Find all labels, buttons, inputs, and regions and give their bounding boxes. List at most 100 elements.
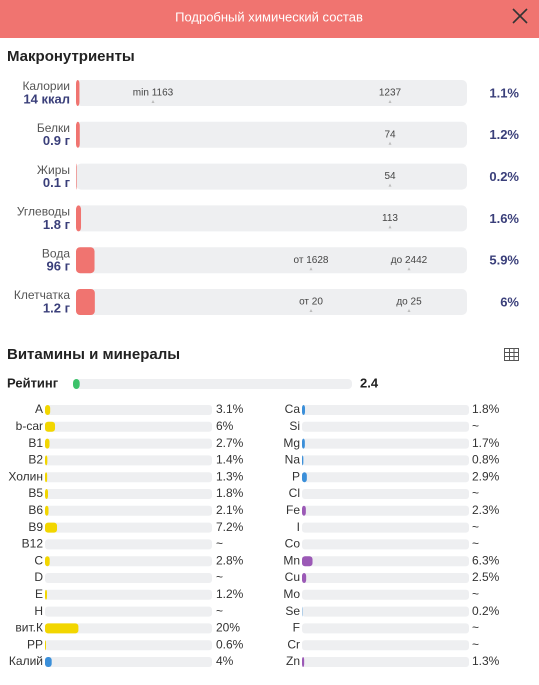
track: [45, 422, 212, 432]
nutrient-name: B2: [28, 453, 43, 467]
bar: [45, 590, 47, 600]
rating-label: Рейтинг: [7, 375, 59, 390]
percent: 1.3%: [472, 654, 500, 668]
marker-label: min 1163: [133, 88, 174, 99]
header-title: Подробный химический состав: [175, 9, 363, 24]
bar: [45, 506, 49, 516]
percent: ~: [472, 486, 479, 500]
bar: [45, 623, 78, 633]
track: [45, 640, 212, 650]
nutrient-name: Cr: [287, 637, 300, 651]
track: [45, 556, 212, 566]
bar: [76, 289, 95, 315]
marker-label: от 20: [299, 297, 323, 308]
track: [45, 439, 212, 449]
track: [73, 379, 352, 389]
nutrient-name: Калий: [9, 654, 43, 668]
nutrient-name: PP: [27, 637, 43, 651]
section-title: Витамины и минералы: [7, 346, 180, 363]
track: [302, 489, 469, 499]
bar: [302, 439, 305, 449]
percent: 4%: [216, 654, 234, 668]
track: [302, 657, 469, 667]
nutrient-name: Na: [285, 453, 301, 467]
track: [45, 523, 212, 533]
percent: ~: [216, 604, 223, 618]
percent: 1.2%: [216, 587, 244, 601]
bar: [302, 506, 306, 516]
percent: 1.8%: [216, 486, 244, 500]
table-icon[interactable]: [505, 349, 519, 361]
nutrient-name: Zn: [286, 654, 300, 668]
percent: 0.8%: [472, 453, 500, 467]
percent: ~: [472, 537, 479, 551]
percent: 1.1%: [489, 85, 519, 100]
bar: [302, 657, 304, 667]
nutrient-name: I: [297, 520, 300, 534]
track: [45, 472, 212, 482]
track: [302, 573, 469, 583]
nutrient-name: A: [35, 402, 43, 416]
percent: ~: [472, 587, 479, 601]
track: [45, 489, 212, 499]
rating-value: 2.4: [360, 375, 379, 390]
track: [302, 623, 469, 633]
percent: 0.2%: [472, 604, 500, 618]
percent: 1.2%: [489, 127, 519, 142]
percent: 1.6%: [489, 211, 519, 226]
track: [76, 205, 467, 231]
nutrient-name: F: [293, 621, 300, 635]
nutrient-name: D: [34, 570, 43, 584]
nutrient-name: B5: [28, 486, 43, 500]
track: [302, 640, 469, 650]
track: [302, 422, 469, 432]
percent: 1.3%: [216, 469, 244, 483]
section-title: Макронутриенты: [7, 48, 135, 65]
track: [302, 405, 469, 415]
percent: 2.8%: [216, 553, 244, 567]
marker-label: от 1628: [294, 255, 329, 266]
bar: [76, 247, 95, 273]
track: [45, 607, 212, 617]
percent: 1.7%: [472, 436, 500, 450]
percent: 6%: [500, 294, 519, 309]
percent: 7.2%: [216, 520, 244, 534]
marker-label: до 2442: [391, 255, 428, 266]
nutrient-name: H: [34, 604, 43, 618]
track: [45, 539, 212, 549]
nutrient-name: Si: [289, 419, 300, 433]
nutrient-name: P: [292, 469, 300, 483]
percent: ~: [472, 621, 479, 635]
nutrient-name: C: [34, 553, 43, 567]
track: [302, 607, 469, 617]
bar: [45, 556, 50, 566]
percent: 1.4%: [216, 453, 244, 467]
percent: 2.9%: [472, 469, 500, 483]
nutrient-name: Cu: [285, 570, 300, 584]
bar: [76, 205, 81, 231]
track: [45, 405, 212, 415]
nutrient-name: Se: [285, 604, 300, 618]
bar: [302, 573, 306, 583]
track: [302, 556, 469, 566]
percent: ~: [472, 419, 479, 433]
track: [302, 472, 469, 482]
track: [45, 455, 212, 465]
track: [45, 590, 212, 600]
bar: [45, 657, 52, 667]
bar: [302, 405, 305, 415]
nutrient-amount: 0.9 г: [43, 133, 71, 148]
percent: 2.7%: [216, 436, 244, 450]
percent: 2.1%: [216, 503, 244, 517]
marker-label: 54: [384, 171, 396, 182]
track: [45, 657, 212, 667]
bar: [76, 122, 80, 148]
percent: 0.2%: [489, 169, 519, 184]
marker-label: 113: [382, 213, 398, 224]
nutrient-name: Cl: [289, 486, 300, 500]
nutrient-name: Холин: [8, 469, 43, 483]
nutrient-name: Fe: [286, 503, 300, 517]
percent: 3.1%: [216, 402, 244, 416]
percent: 20%: [216, 621, 240, 635]
